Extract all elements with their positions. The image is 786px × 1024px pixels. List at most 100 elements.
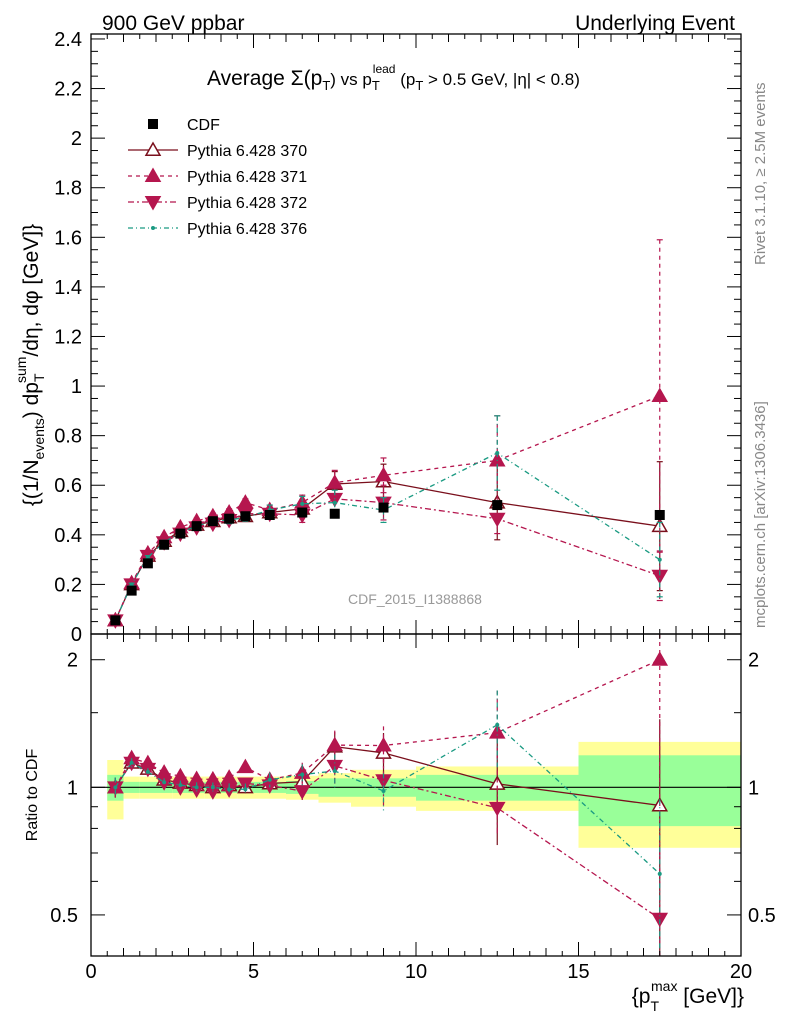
x-tick-label: 15 [567, 961, 589, 983]
series-point [237, 494, 254, 509]
series-point [657, 557, 662, 562]
series-point [145, 555, 150, 560]
y-tick-label: 1.8 [54, 178, 82, 200]
plot-title-text: Average [207, 67, 291, 90]
cdf-data-point [240, 511, 251, 522]
series-point [488, 512, 506, 528]
series-line-1 [114, 395, 660, 621]
ratio-point [243, 787, 248, 792]
cdf-data-point [207, 516, 218, 527]
y-tick-label: 0.2 [54, 574, 82, 596]
x-axis-title: {pTmax [GeV]} [632, 978, 744, 1014]
legend: CDF Pythia 6.428 370 Pythia 6.428 371 Pythi… [128, 117, 307, 238]
ratio-point [237, 758, 254, 774]
x-tick-label: 20 [730, 961, 752, 983]
y-tick-label: 2 [71, 128, 82, 150]
header-left: 900 GeV ppbar [102, 12, 244, 35]
y-tick-label: 0.8 [54, 426, 82, 448]
y-tick-label: 0.6 [54, 475, 82, 497]
ratio-point [210, 785, 215, 790]
x-tick-label: 5 [248, 961, 259, 983]
ratio-tick-label-left: 2 [67, 650, 78, 672]
ratio-point [162, 780, 167, 785]
cdf-data-point [378, 502, 389, 513]
ratio-point [381, 788, 386, 793]
x-tick-label: 0 [85, 961, 96, 983]
axis-ticks: 0 5 10 15 20 0 0.2 0.4 0.6 0.8 1 1.2 1.4 1.6 1.8 2 2.2 2.… [50, 29, 776, 983]
ratio-point [178, 783, 183, 788]
plot-title-sigma: Σ(p [291, 67, 323, 90]
x-tick-label: 10 [405, 961, 427, 983]
ratio-point [129, 760, 134, 765]
ratio-point [293, 785, 311, 800]
legend-label-2: Pythia 6.428 371 [187, 169, 307, 186]
cdf-data-point [175, 528, 186, 539]
ratio-point [657, 871, 662, 876]
y-tick-label: 1.6 [54, 227, 82, 249]
ratio-tick-label-right: 1 [748, 777, 759, 799]
x-title-part-1: {p [632, 985, 651, 1008]
main-series-layer [107, 239, 669, 629]
plot-title-cuts-2: > 0.5 GeV, |η| < 0.8) [423, 70, 580, 89]
cdf-data-point [264, 509, 275, 520]
ratio-line-2 [114, 761, 661, 920]
y-title-sup-sum: sum [13, 357, 29, 383]
ratio-point [220, 769, 238, 784]
ratio-tick-label-right: 2 [748, 650, 759, 672]
cdf-data-point [654, 509, 665, 520]
y-axis-title-main: {(1/Nevents) dpTsum/dη, dφ [GeV]} [13, 224, 47, 506]
y-tick-label: 0.4 [54, 525, 82, 547]
cdf-data-point [297, 507, 308, 518]
legend-label-3: Pythia 6.428 372 [187, 195, 307, 212]
legend-marker-cdf [148, 119, 158, 129]
mcplots-label: mcplots.cern.ch [arXiv:1306.3436] [752, 401, 769, 628]
series-line-3 [114, 452, 661, 621]
y-tick-label: 1.4 [54, 277, 82, 299]
ratio-tick-label-left: 1 [67, 777, 78, 799]
legend-label-1: Pythia 6.428 370 [187, 143, 307, 160]
y-tick-label: 0 [71, 624, 82, 646]
plot-title-sup-lead: lead [373, 62, 396, 76]
ratio-tick-label-left: 0.5 [50, 905, 78, 927]
legend-marker-2 [144, 167, 162, 182]
cdf-data-point [329, 508, 340, 519]
ratio-point [145, 769, 150, 774]
series-point [495, 451, 500, 456]
x-title-sub-t: T [650, 998, 659, 1014]
header-right: Underlying Event [575, 12, 735, 35]
plot-title-sub-t: T [322, 78, 330, 93]
cdf-data-point [492, 500, 503, 511]
ratio-point [488, 801, 506, 817]
analysis-watermark: CDF_2015_I1388868 [348, 591, 482, 607]
y-title-part-3: /dη, dφ [GeV]} [20, 224, 43, 357]
ratio-point [488, 724, 506, 739]
ratio-point [227, 787, 232, 792]
y-tick-label: 2.2 [54, 79, 82, 101]
ratio-point [375, 737, 392, 752]
cdf-data-point [126, 585, 137, 596]
cdf-data-point [110, 615, 121, 626]
series-point [332, 500, 337, 505]
cdf-data-point [191, 521, 202, 532]
plot-title-sub-t2: T [372, 78, 380, 93]
ratio-point [113, 785, 118, 790]
plot-title-sub-t3: T [415, 78, 423, 93]
ratio-tick-label-right: 0.5 [748, 905, 776, 927]
y-title-sub-events: events [31, 418, 47, 459]
series-point [129, 582, 134, 587]
plot-title: Average Σ(pT) vs pTlead (pT > 0.5 GeV, |… [207, 62, 580, 93]
cdf-data-point [142, 558, 153, 569]
ratio-point [651, 651, 669, 666]
rivet-label: Rivet 3.1.10, ≥ 2.5M events [752, 83, 769, 266]
legend-label-0: CDF [187, 117, 220, 134]
y-tick-label: 2.4 [54, 29, 82, 51]
series-point [300, 501, 305, 506]
ratio-point [194, 785, 199, 790]
y-title-part-1: {(1/N [20, 459, 43, 506]
ratio-point [155, 764, 173, 779]
ratio-point [300, 772, 305, 777]
y-title-part-2: ) dp [20, 382, 43, 418]
series-point [651, 387, 669, 402]
plot-title-text-2: ) vs p [330, 70, 372, 89]
